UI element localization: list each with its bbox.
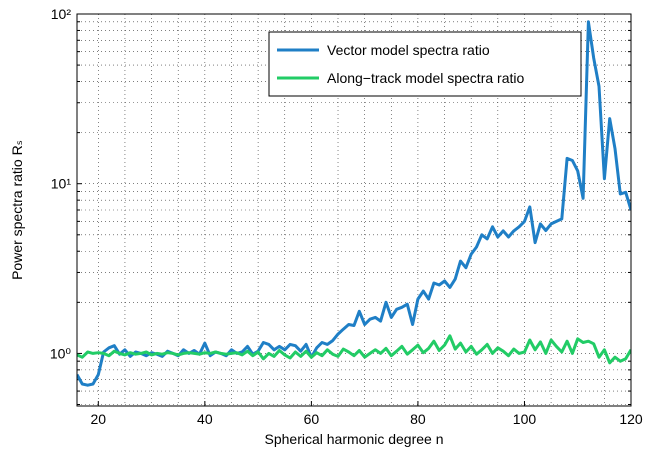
x-axis-label: Spherical harmonic degree n — [265, 431, 444, 447]
axes-frame — [76, 13, 632, 407]
y-axis-label: Power spectra ratio Rₛ — [9, 140, 25, 280]
x-tick-label: 60 — [304, 411, 320, 427]
x-tick-label: 80 — [410, 411, 426, 427]
series-group — [77, 20, 631, 387]
x-tick-label: 40 — [197, 411, 213, 427]
legend-label: Vector model spectra ratio — [327, 42, 490, 58]
x-tick-label: 120 — [619, 411, 643, 427]
legend-box — [268, 31, 582, 97]
legend-label: Along−track model spectra ratio — [327, 70, 524, 86]
x-tick-label: 100 — [513, 411, 537, 427]
y-tick-label: 10² — [51, 6, 72, 22]
x-tick-label: 20 — [91, 411, 107, 427]
y-tick-label: 10¹ — [51, 176, 72, 192]
series-line — [77, 334, 631, 365]
y-tick-label: 10⁰ — [50, 345, 72, 361]
